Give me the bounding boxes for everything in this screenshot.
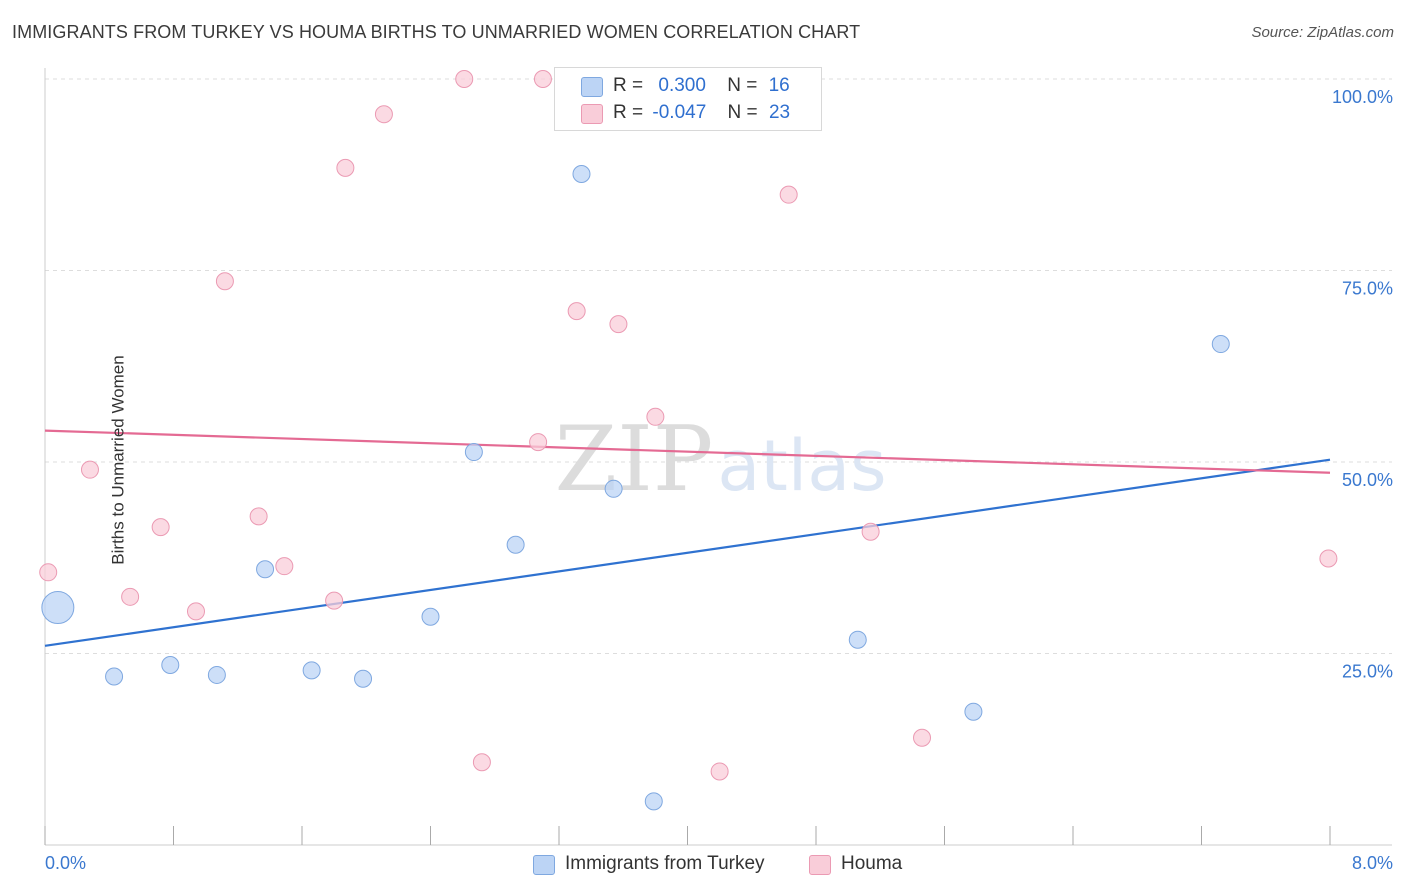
data-point-pink: [710, 762, 729, 781]
data-point-blue: [41, 591, 75, 625]
data-point-blue: [604, 479, 623, 498]
data-point-pink: [80, 460, 99, 479]
y-tick-label: 75.0%: [1342, 279, 1393, 299]
x-tick-label: 0.0%: [45, 853, 86, 873]
tick-labels: 25.0% 50.0% 75.0% 100.0% 0.0% 8.0%: [45, 87, 1393, 873]
data-point-blue: [302, 661, 321, 680]
data-point-pink: [861, 522, 880, 541]
data-point-blue: [256, 560, 275, 579]
data-point-pink: [325, 591, 344, 610]
data-point-blue: [572, 164, 591, 183]
n-label: N =: [727, 102, 758, 123]
data-point-pink: [121, 587, 140, 606]
data-point-blue: [161, 655, 180, 674]
data-points: [39, 70, 1338, 811]
source-label: Source: ZipAtlas.com: [1251, 24, 1394, 41]
r-label: R =: [613, 102, 644, 123]
trend-line-pink: [44, 429, 1331, 474]
y-tick-label: 100.0%: [1332, 87, 1393, 107]
data-point-blue: [1211, 335, 1230, 354]
trend-line-blue: [44, 458, 1331, 647]
trend-lines: [44, 429, 1331, 647]
watermark-atlas: atlas: [717, 425, 886, 507]
data-point-pink: [151, 518, 170, 537]
data-point-pink: [1319, 549, 1338, 568]
data-point-pink: [186, 602, 205, 621]
r-label: R =: [613, 75, 644, 96]
data-point-pink: [39, 563, 58, 582]
data-point-blue: [644, 792, 663, 811]
legend-label: Immigrants from Turkey: [565, 853, 765, 874]
legend-item-houma: Houma: [809, 850, 902, 878]
y-tick-label: 50.0%: [1342, 470, 1393, 490]
n-label: N =: [727, 75, 758, 96]
r-value: 0.300: [658, 75, 706, 96]
legend-label: Houma: [841, 853, 903, 874]
data-point-pink: [336, 158, 355, 177]
legend-swatch-blue: [533, 855, 555, 875]
data-point-blue: [848, 630, 867, 649]
legend-swatch-pink: [581, 104, 603, 124]
legend-row-pink: R = -0.047 N = 23: [613, 100, 790, 126]
legend-row-blue: R = 0.300 N = 16: [613, 73, 790, 99]
data-point-blue: [207, 665, 226, 684]
data-point-pink: [567, 302, 586, 321]
legend-item-immigrants-from-turkey: Immigrants from Turkey: [533, 850, 765, 878]
y-axis-label: Births to Unmarried Women: [108, 355, 128, 565]
n-value: 23: [768, 102, 791, 123]
data-point-pink: [609, 315, 628, 334]
gridlines: [45, 78, 1392, 654]
watermark: ZIP atlas: [555, 407, 887, 512]
legend-swatch-blue: [581, 77, 603, 97]
correlation-legend: R = 0.300 N = 16 R = -0.047 N = 23: [554, 67, 822, 131]
data-point-blue: [464, 443, 483, 462]
data-point-pink: [455, 70, 474, 88]
data-point-blue: [354, 669, 373, 688]
axes: [44, 68, 1392, 846]
data-point-pink: [275, 557, 294, 576]
r-value: -0.047: [652, 102, 707, 123]
data-point-pink: [646, 407, 665, 426]
data-point-blue: [964, 702, 983, 721]
watermark-zip: ZIP: [555, 407, 714, 512]
n-value: 16: [768, 75, 790, 96]
x-tick-label: 8.0%: [1352, 853, 1393, 873]
data-point-pink: [779, 185, 798, 204]
data-point-blue: [506, 535, 525, 554]
data-point-blue: [421, 607, 440, 626]
data-point-pink: [249, 507, 268, 526]
data-point-pink: [529, 433, 548, 452]
data-point-pink: [472, 753, 491, 772]
y-tick-label: 25.0%: [1342, 662, 1393, 682]
data-point-pink: [533, 70, 552, 88]
data-point-blue: [105, 667, 124, 686]
chart-title: IMMIGRANTS FROM TURKEY VS HOUMA BIRTHS T…: [12, 22, 861, 42]
data-point-pink: [215, 272, 234, 291]
legend-swatch-pink: [809, 855, 831, 875]
data-point-pink: [913, 728, 932, 747]
data-point-pink: [374, 105, 393, 124]
